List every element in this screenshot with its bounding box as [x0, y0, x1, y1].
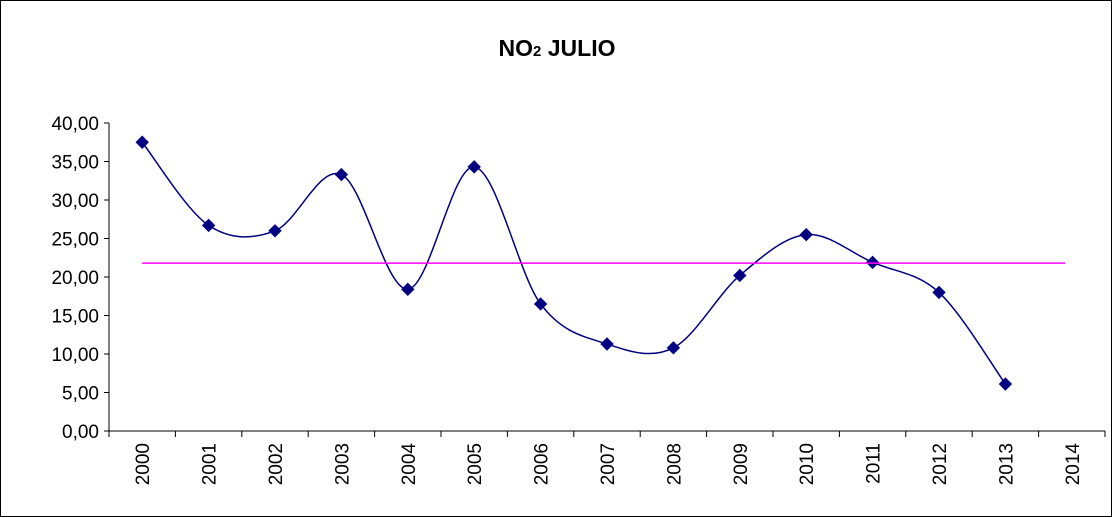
y-tick-label: 30,00: [51, 191, 99, 212]
x-tick-label: 2013: [996, 443, 1017, 485]
chart-title-subscript: 2: [533, 43, 541, 60]
y-tick-label: 35,00: [51, 153, 99, 174]
x-tick-label: 2007: [598, 443, 619, 485]
x-tick-label: 2012: [930, 443, 951, 485]
x-tick-label: 2010: [797, 443, 818, 485]
y-tick-label: 5,00: [62, 384, 99, 405]
x-tick-label: 2000: [133, 443, 154, 485]
x-tick-label: 2011: [864, 443, 885, 484]
y-tick-label: 15,00: [51, 307, 99, 328]
y-tick-label: 20,00: [51, 268, 99, 289]
chart-title-main: NO: [499, 35, 534, 61]
x-tick-label: 2008: [664, 443, 685, 485]
series-layer: [135, 135, 1066, 391]
data-point-marker: [334, 167, 349, 182]
axes: 0,00 5,00 10,00 15,00 20,00 25,00 30,00 35,00 40…: [51, 114, 1106, 486]
data-point-marker: [135, 135, 149, 149]
x-tick-label: 2002: [266, 443, 287, 485]
data-point-marker: [533, 297, 548, 311]
chart-title: NO2 JULIO: [499, 35, 616, 61]
data-point-marker: [268, 224, 282, 238]
x-tick-label: 2003: [332, 443, 353, 485]
data-point-marker: [201, 218, 216, 233]
data-point-marker: [467, 160, 481, 174]
data-point-marker: [865, 255, 880, 270]
data-point-marker: [799, 227, 813, 242]
x-tick-label: 2014: [1063, 443, 1084, 486]
x-tick-label: 2009: [731, 443, 752, 485]
data-point-marker: [666, 341, 681, 355]
x-tick-label: 2006: [532, 443, 553, 485]
x-tick-label: 2001: [200, 443, 221, 485]
y-tick-label: 10,00: [51, 345, 99, 366]
data-point-marker: [932, 285, 946, 300]
y-tick-label: 40,00: [51, 114, 99, 135]
data-point-marker: [733, 268, 747, 283]
y-tick-label: 0,00: [62, 422, 99, 443]
data-point-marker: [998, 377, 1013, 391]
chart-title-rest: JULIO: [541, 35, 615, 61]
x-tick-label: 2005: [465, 443, 486, 485]
y-tick-label: 25,00: [51, 230, 99, 251]
x-tick-label: 2004: [399, 443, 420, 486]
data-point-marker: [600, 337, 614, 351]
data-point-marker: [401, 282, 415, 297]
